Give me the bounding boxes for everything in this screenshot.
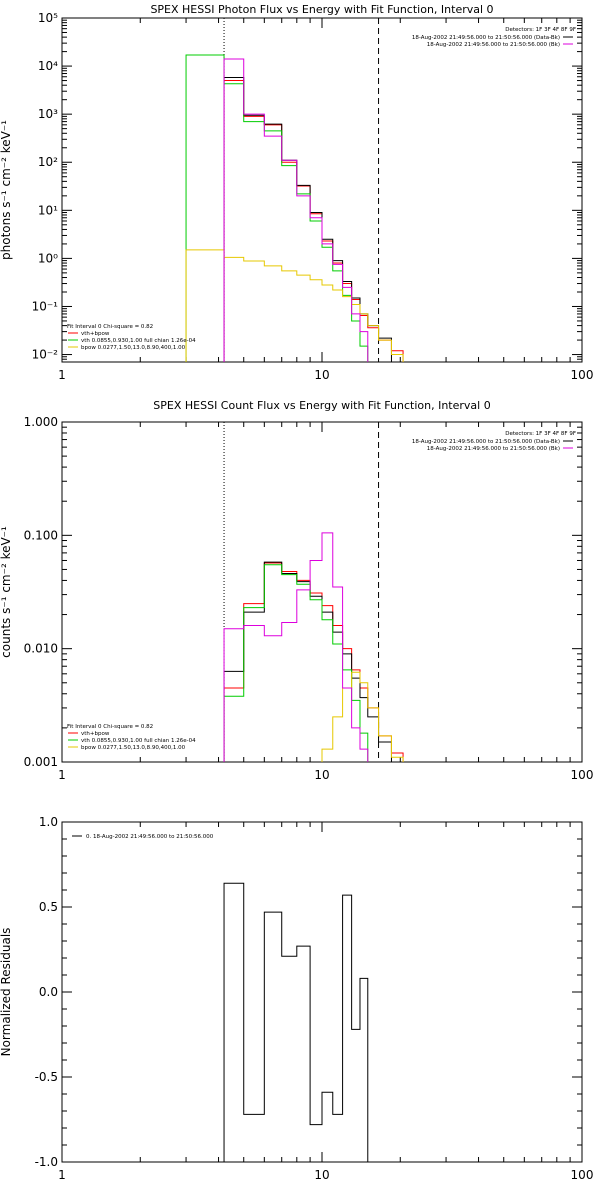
residual-legend: 0. 18-Aug-2002 21:49:56.000 to 21:50:56.… [72,834,214,840]
x-tick-label: 100 [571,368,594,382]
series-line-0 [223,80,404,362]
top-legend-label: 18-Aug-2002 21:49:56.000 to 21:50:56.000… [427,446,560,452]
x-ticks [61,422,583,762]
y-tick-label: 10³ [38,107,58,121]
y-tick-label: 0.0 [39,985,58,999]
fit-legend-label: vth 0.0855,0.930,1.00 full chian 1.26e-0… [81,338,196,344]
plot-data [223,882,369,1162]
plot-frame [61,421,583,763]
y-tick-label: 10⁴ [38,59,58,73]
y-tick-label: 10⁰ [38,251,58,265]
fit-legend-label: vth+bpow [81,331,110,337]
fit-legend-label: vth+bpow [81,731,110,737]
y-tick-label: 0.5 [39,900,58,914]
fit-legend-label: bpow 0.0277,1.50,13.0,8.90,400,1.00 [81,745,186,751]
top-legend: Detectors: 1F 3F 4F 8F 9F 18-Aug-2002 21:… [412,27,576,48]
chart-panel-2: Normalized Residuals 1 10 100 -1.0 -0.5 0.0 0.5… [0,815,593,1182]
fit-legend: Fit Interval 0 Chi-square = 0.82vth+bpow… [67,724,196,751]
residual-legend-label: 0. 18-Aug-2002 21:49:56.000 to 21:50:56.… [86,834,214,840]
chart-title: SPEX HESSI Photon Flux vs Energy with Fi… [150,3,493,16]
y-ticks [62,17,582,363]
plot-data [223,422,404,762]
y-axis-label: photons s⁻¹ cm⁻² keV⁻¹ [0,120,13,260]
top-legend-title: Detectors: 1F 3F 4F 8F 9F [505,431,576,437]
y-tick-label: 10¹ [38,203,58,217]
x-tick-label: 100 [571,1168,594,1182]
series-line-3 [321,671,404,762]
series-line-2 [185,54,369,362]
x-tick-label: 1 [58,768,66,782]
y-tick-label: 0.100 [24,528,58,542]
y-tick-label: 10⁻² [32,348,59,362]
plot-data [185,18,404,362]
y-tick-label: 1.0 [39,815,58,829]
x-ticks [61,18,583,362]
fit-legend-label: bpow 0.0277,1.50,13.0,8.90,400,1.00 [81,345,186,351]
y-tick-label: 10⁵ [38,11,58,25]
series-line-0 [223,882,369,1162]
top-legend-label: 18-Aug-2002 21:49:56.000 to 21:50:56.000… [412,439,560,445]
y-tick-label: 10² [38,155,58,169]
y-tick-label: 10⁻¹ [32,299,59,313]
top-legend-title: Detectors: 1F 3F 4F 8F 9F [505,27,576,33]
x-tick-label: 10 [314,1168,329,1182]
y-axis-label: Normalized Residuals [0,928,13,1057]
y-ticks [62,821,582,1163]
y-tick-label: 0.001 [24,755,58,769]
plot-frame [61,821,583,1163]
series-line-0 [223,562,404,762]
plot-frame [61,17,583,363]
series-line-1 [223,561,392,762]
series-line-1 [223,76,392,362]
top-legend: Detectors: 1F 3F 4F 8F 9F 18-Aug-2002 21:… [412,431,576,452]
top-legend-label: 18-Aug-2002 21:49:56.000 to 21:50:56.000… [412,35,560,41]
chart-title: SPEX HESSI Count Flux vs Energy with Fit… [153,399,490,412]
y-axis-label: counts s⁻¹ cm⁻² keV⁻¹ [0,526,13,658]
series-line-3 [185,249,404,362]
y-tick-label: -1.0 [35,1155,58,1169]
x-tick-label: 100 [571,768,594,782]
y-tick-label: -0.5 [35,1070,58,1084]
x-tick-label: 10 [314,368,329,382]
chart-panel-0: SPEX HESSI Photon Flux vs Energy with Fi… [0,3,593,382]
fit-legend-title: Fit Interval 0 Chi-square = 0.82 [67,724,153,730]
series-line-4 [223,58,369,362]
series-line-4 [223,532,369,762]
y-tick-label: 1.000 [24,415,58,429]
top-legend-label: 18-Aug-2002 21:49:56.000 to 21:50:56.000… [427,42,560,48]
y-ticks [62,421,582,763]
x-tick-label: 10 [314,768,329,782]
y-tick-label: 0.010 [24,642,58,656]
x-ticks [61,822,583,1162]
fit-legend-title: Fit Interval 0 Chi-square = 0.82 [67,324,153,330]
x-tick-label: 1 [58,1168,66,1182]
x-tick-label: 1 [58,368,66,382]
fit-legend-label: vth 0.0855,0.930,1.00 full chian 1.26e-0… [81,738,196,744]
series-line-2 [223,564,369,762]
fit-legend: Fit Interval 0 Chi-square = 0.82vth+bpow… [67,324,196,351]
chart-panel-1: SPEX HESSI Count Flux vs Energy with Fit… [0,399,593,782]
